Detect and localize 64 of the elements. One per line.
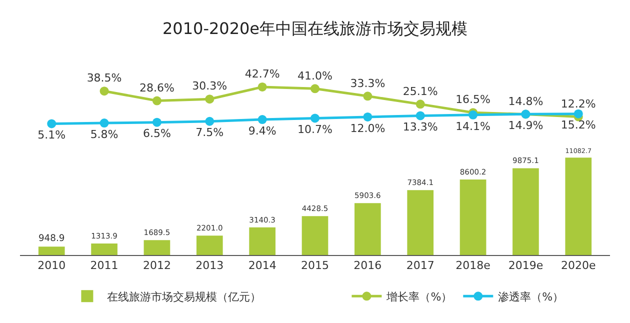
data-label: 16.5%: [456, 93, 491, 106]
data-label: 42.7%: [244, 68, 280, 81]
bar: [565, 158, 592, 255]
x-tick-label: 2016: [354, 259, 382, 272]
data-label: 28.6%: [139, 81, 174, 94]
legend-label: 增长率（%）: [386, 290, 452, 304]
point: [310, 114, 320, 123]
point: [574, 109, 583, 118]
x-tick-label: 2019e: [508, 259, 544, 272]
x-tick-label: 2012: [142, 259, 171, 272]
bar: [144, 240, 170, 255]
point: [205, 116, 214, 126]
point: [258, 115, 267, 124]
bar: [91, 243, 118, 255]
data-label: 13.3%: [402, 120, 438, 134]
point: [100, 118, 109, 128]
x-tick-label: 2017: [406, 259, 434, 272]
data-label: 38.5%: [86, 72, 122, 85]
data-label: 15.2%: [560, 118, 596, 132]
x-tick-label: 2014: [248, 259, 276, 272]
point: [205, 94, 214, 104]
data-label: 5.8%: [90, 128, 118, 141]
x-tick-label: 2020e: [561, 259, 596, 272]
bar: [354, 203, 381, 255]
data-label: 14.9%: [508, 119, 544, 132]
x-tick-label: 2011: [90, 259, 118, 272]
bar: [512, 168, 539, 255]
point: [310, 84, 320, 94]
x-tick-label: 2010: [38, 259, 66, 272]
point: [47, 119, 56, 128]
point: [416, 111, 425, 120]
x-tick-label: 2015: [301, 259, 329, 272]
data-label: 30.3%: [192, 80, 228, 93]
bar: [460, 179, 486, 255]
data-label: 25.1%: [402, 84, 438, 98]
data-label: 41.0%: [298, 69, 332, 82]
data-label: 33.3%: [350, 76, 386, 90]
point: [258, 82, 267, 92]
point: [100, 86, 109, 96]
point: [152, 96, 162, 106]
data-label: 14.8%: [508, 94, 544, 108]
x-tick-label: 2013: [196, 259, 224, 272]
data-label: 9.4%: [248, 124, 276, 138]
data-label: 14.1%: [456, 120, 491, 133]
chart-title: 2010-2020e年中国在线旅游市场交易规模: [162, 18, 468, 38]
bar: [38, 246, 65, 255]
data-label: 948.9: [38, 233, 65, 244]
bar: [407, 190, 434, 255]
data-label: 6.5%: [142, 127, 171, 140]
bar: [302, 216, 328, 255]
point: [363, 112, 372, 122]
x-tick-label: 2018e: [456, 259, 491, 272]
point: [152, 118, 162, 127]
point: [363, 92, 372, 101]
bar: [249, 227, 276, 255]
legend-label: 渗透率（%）: [498, 290, 564, 304]
data-label: 12.2%: [560, 97, 596, 110]
bar: [196, 236, 223, 255]
point: [416, 100, 425, 109]
legend-label: 在线旅游市场交易规模（亿元）: [107, 290, 262, 304]
data-label: 5.1%: [38, 128, 66, 142]
data-label: 10.7%: [298, 123, 332, 136]
data-label: 7.5%: [196, 126, 224, 140]
data-label: 12.0%: [350, 122, 386, 135]
